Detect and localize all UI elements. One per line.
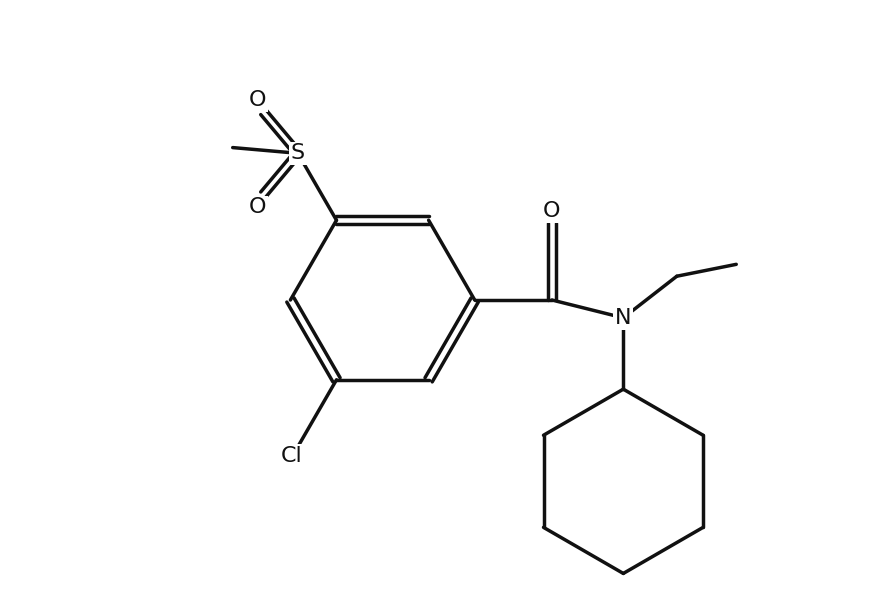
Text: O: O: [248, 197, 266, 217]
Text: O: O: [544, 201, 560, 221]
Text: S: S: [291, 143, 305, 163]
Text: O: O: [248, 91, 266, 110]
Text: Cl: Cl: [281, 446, 303, 466]
Text: N: N: [615, 308, 631, 328]
